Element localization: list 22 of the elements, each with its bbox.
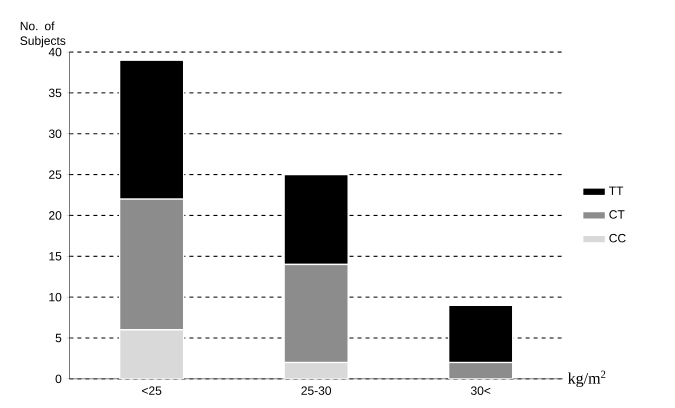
legend-label: TT (609, 186, 624, 195)
y-tick-label: 20 (49, 211, 62, 220)
y-tick-label: 0 (56, 374, 62, 384)
bar (118, 329, 184, 379)
y-tick-label: 40 (48, 48, 62, 56)
y-tick-label: 25 (49, 170, 62, 179)
bar (118, 198, 184, 330)
y-tick-label: 10 (49, 292, 62, 302)
y-tick-label: 5 (56, 334, 62, 342)
legend-label: CC (609, 234, 626, 242)
y-tick-label: 15 (49, 252, 62, 260)
bar (283, 264, 349, 364)
bar (283, 362, 349, 379)
y-axis-title: No. of Subjects (20, 21, 66, 48)
x-axis-title: kg/m$^{2}$ (568, 370, 606, 387)
bar (448, 362, 514, 379)
x-tick-label: 30< (470, 386, 490, 395)
y-tick-label: 35 (48, 88, 62, 98)
y-tick-label: 30 (48, 129, 62, 138)
x-tick-label: 25-30 (301, 386, 332, 395)
legend-label: CT (609, 210, 625, 219)
x-tick-label: <25 (142, 386, 162, 395)
